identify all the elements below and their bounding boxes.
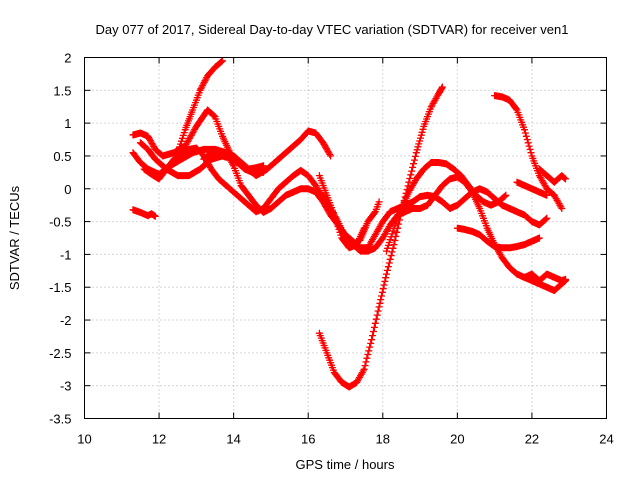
y-tick-label: 1 [64,116,71,131]
series-trace-14 [535,165,569,186]
x-tick-label: 24 [599,432,613,447]
y-tick-label: 1.5 [53,83,71,98]
series-trace-10 [315,172,368,252]
series-markers [491,92,566,212]
ticks: 10 12 14 16 18 20 22 24-3.5-3-2.5-2-1.5-1-0.500… [49,51,614,447]
x-tick-label: 22 [525,432,539,447]
series-markers [383,159,510,255]
series-trace-11 [383,159,510,255]
series-trace-07 [200,149,267,173]
x-tick-label: 14 [226,432,240,447]
series-markers [513,178,551,199]
series-markers [521,270,569,285]
y-tick-label: -2.5 [49,346,71,361]
series-markers [453,224,543,252]
y-tick-label: 0.5 [53,149,71,164]
y-tick-label: -2 [60,313,72,328]
y-axis-label: SDTVAR / TECUs [7,185,22,290]
x-tick-label: 16 [301,432,315,447]
y-tick-label: -1 [60,247,72,262]
x-tick-label: 20 [450,432,464,447]
series-markers [200,149,267,173]
series-trace-16 [513,178,551,199]
series-trace-15 [521,270,569,285]
x-tick-label: 12 [152,432,166,447]
x-axis-label: GPS time / hours [296,457,395,472]
x-tick-label: 10 [77,432,91,447]
y-tick-label: -0.5 [49,215,71,230]
series-markers [174,57,226,157]
series-markers [315,172,368,252]
y-tick-label: -3.5 [49,412,71,427]
y-tick-label: 0 [64,182,71,197]
chart-title: Day 077 of 2017, Sidereal Day-to-day VTE… [95,22,568,37]
series-trace-04 [129,145,569,294]
plot-frame [84,57,607,419]
series-trace-03 [174,57,226,157]
series-markers [129,145,569,294]
series-trace-13 [491,92,566,212]
y-tick-label: -1.5 [49,280,71,295]
y-tick-label: 2 [64,51,71,66]
x-tick-label: 18 [376,432,390,447]
data-layer [129,57,569,391]
series-markers [129,206,159,220]
series-trace-12 [453,224,543,252]
series-markers [535,165,569,186]
series-trace-01 [129,206,159,220]
y-tick-label: -3 [60,379,72,394]
